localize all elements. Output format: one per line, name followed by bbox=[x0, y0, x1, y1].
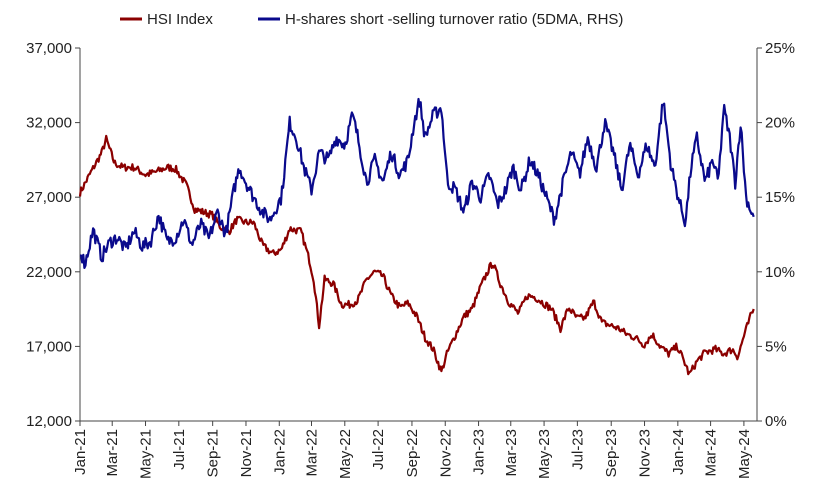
x-tick-label: Sep-21 bbox=[205, 429, 222, 477]
x-tick-label: Mar-24 bbox=[703, 429, 720, 477]
right-tick-label: 5% bbox=[765, 338, 787, 355]
right-tick-label: 10% bbox=[765, 264, 795, 281]
x-tick-label: Mar-22 bbox=[303, 429, 320, 477]
legend-label-hsi: HSI Index bbox=[147, 11, 213, 28]
left-tick-label: 17,000 bbox=[26, 338, 72, 355]
x-tick-label: Sep-23 bbox=[603, 429, 620, 477]
axes: 12,000 17,000 22,000 27,000 32,000 37,000 0% 5%… bbox=[26, 40, 795, 479]
left-tick-label: 37,000 bbox=[26, 40, 72, 57]
left-tick-label: 22,000 bbox=[26, 264, 72, 281]
x-tick-label: Nov-22 bbox=[437, 429, 454, 477]
x-tick-label: Mar-21 bbox=[104, 429, 121, 477]
right-tick-label: 25% bbox=[765, 40, 795, 57]
x-tick-label: Jul-21 bbox=[171, 429, 188, 470]
right-tick-label: 0% bbox=[765, 413, 787, 430]
x-tick-label: May-21 bbox=[138, 429, 155, 479]
left-tick-label: 12,000 bbox=[26, 413, 72, 430]
x-tick-label: Nov-23 bbox=[637, 429, 654, 477]
x-tick-label: Jul-22 bbox=[370, 429, 387, 470]
x-tick-label: Jan-22 bbox=[271, 429, 288, 475]
left-tick-label: 27,000 bbox=[26, 189, 72, 206]
x-tick-label: Jan-23 bbox=[471, 429, 488, 475]
legend: HSI Index H-shares short -selling turnov… bbox=[120, 11, 623, 28]
series-layer bbox=[78, 97, 755, 376]
x-tick-label: May-23 bbox=[536, 429, 553, 479]
right-tick-label: 15% bbox=[765, 189, 795, 206]
series-line-hsi-index bbox=[78, 134, 755, 376]
x-tick-label: Mar-23 bbox=[503, 429, 520, 477]
series-line-short-selling-ratio bbox=[79, 97, 755, 269]
legend-label-short-selling: H-shares short -selling turnover ratio (… bbox=[285, 11, 623, 28]
x-tick-label: Jan-24 bbox=[670, 429, 687, 475]
x-tick-label: Jan-21 bbox=[72, 429, 89, 475]
x-tick-label: May-22 bbox=[337, 429, 354, 479]
x-tick-label: Sep-22 bbox=[404, 429, 421, 477]
x-tick-label: May-24 bbox=[736, 429, 753, 479]
x-tick-label: Nov-21 bbox=[238, 429, 255, 477]
x-tick-label: Jul-23 bbox=[569, 429, 586, 470]
right-tick-label: 20% bbox=[765, 115, 795, 132]
left-tick-label: 32,000 bbox=[26, 115, 72, 132]
